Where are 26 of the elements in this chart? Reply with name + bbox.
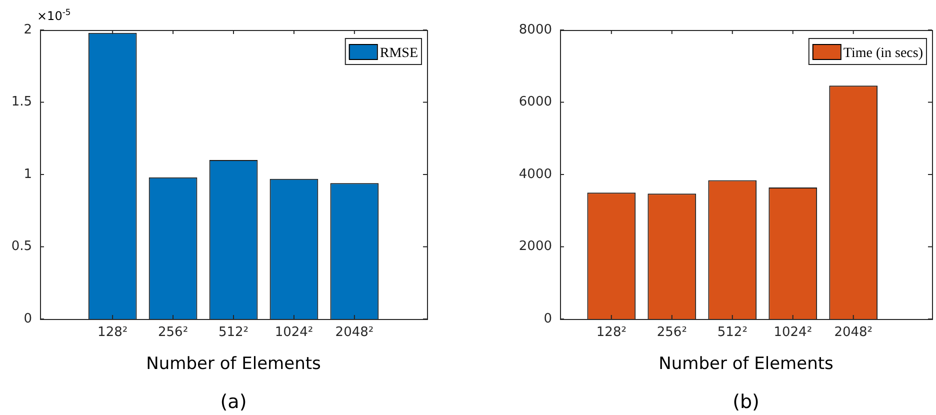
x-tick-label: 2048² [335,325,374,340]
x-tick-label: 512² [218,325,249,340]
x-tick-label: 2048² [834,325,873,340]
y-tick-label: 2000 [518,239,552,254]
y-tick-label: 1.5 [11,94,32,110]
x-tick-label: 128² [98,325,128,340]
legend-label: RMSE [380,46,418,61]
x-tick-label: 512² [717,325,748,340]
y-tick-label: 8000 [518,22,552,38]
y-tick-label: 1 [24,166,32,182]
y-tick-label: 2 [24,22,32,38]
x-tick-label: 128² [596,325,626,340]
x-tick-label: 1024² [774,325,812,340]
y-tick-label: 0.5 [11,239,32,254]
y-tick-label: 6000 [518,94,552,110]
x-tick-label: 1024² [274,325,314,340]
x-tick-label: 256² [158,325,188,340]
text: (a) [220,391,247,413]
y-tick-label: 0 [544,311,552,326]
x-axis-title: Number of Elements [658,354,834,374]
x-tick-label: 256² [656,325,687,340]
y-tick-label: 4000 [518,166,552,182]
legend-label: Time (in secs) [843,46,924,61]
y-tick-label: 0 [24,311,32,326]
x-axis-title: Number of Elements [146,354,321,374]
text: (b) [732,391,760,413]
